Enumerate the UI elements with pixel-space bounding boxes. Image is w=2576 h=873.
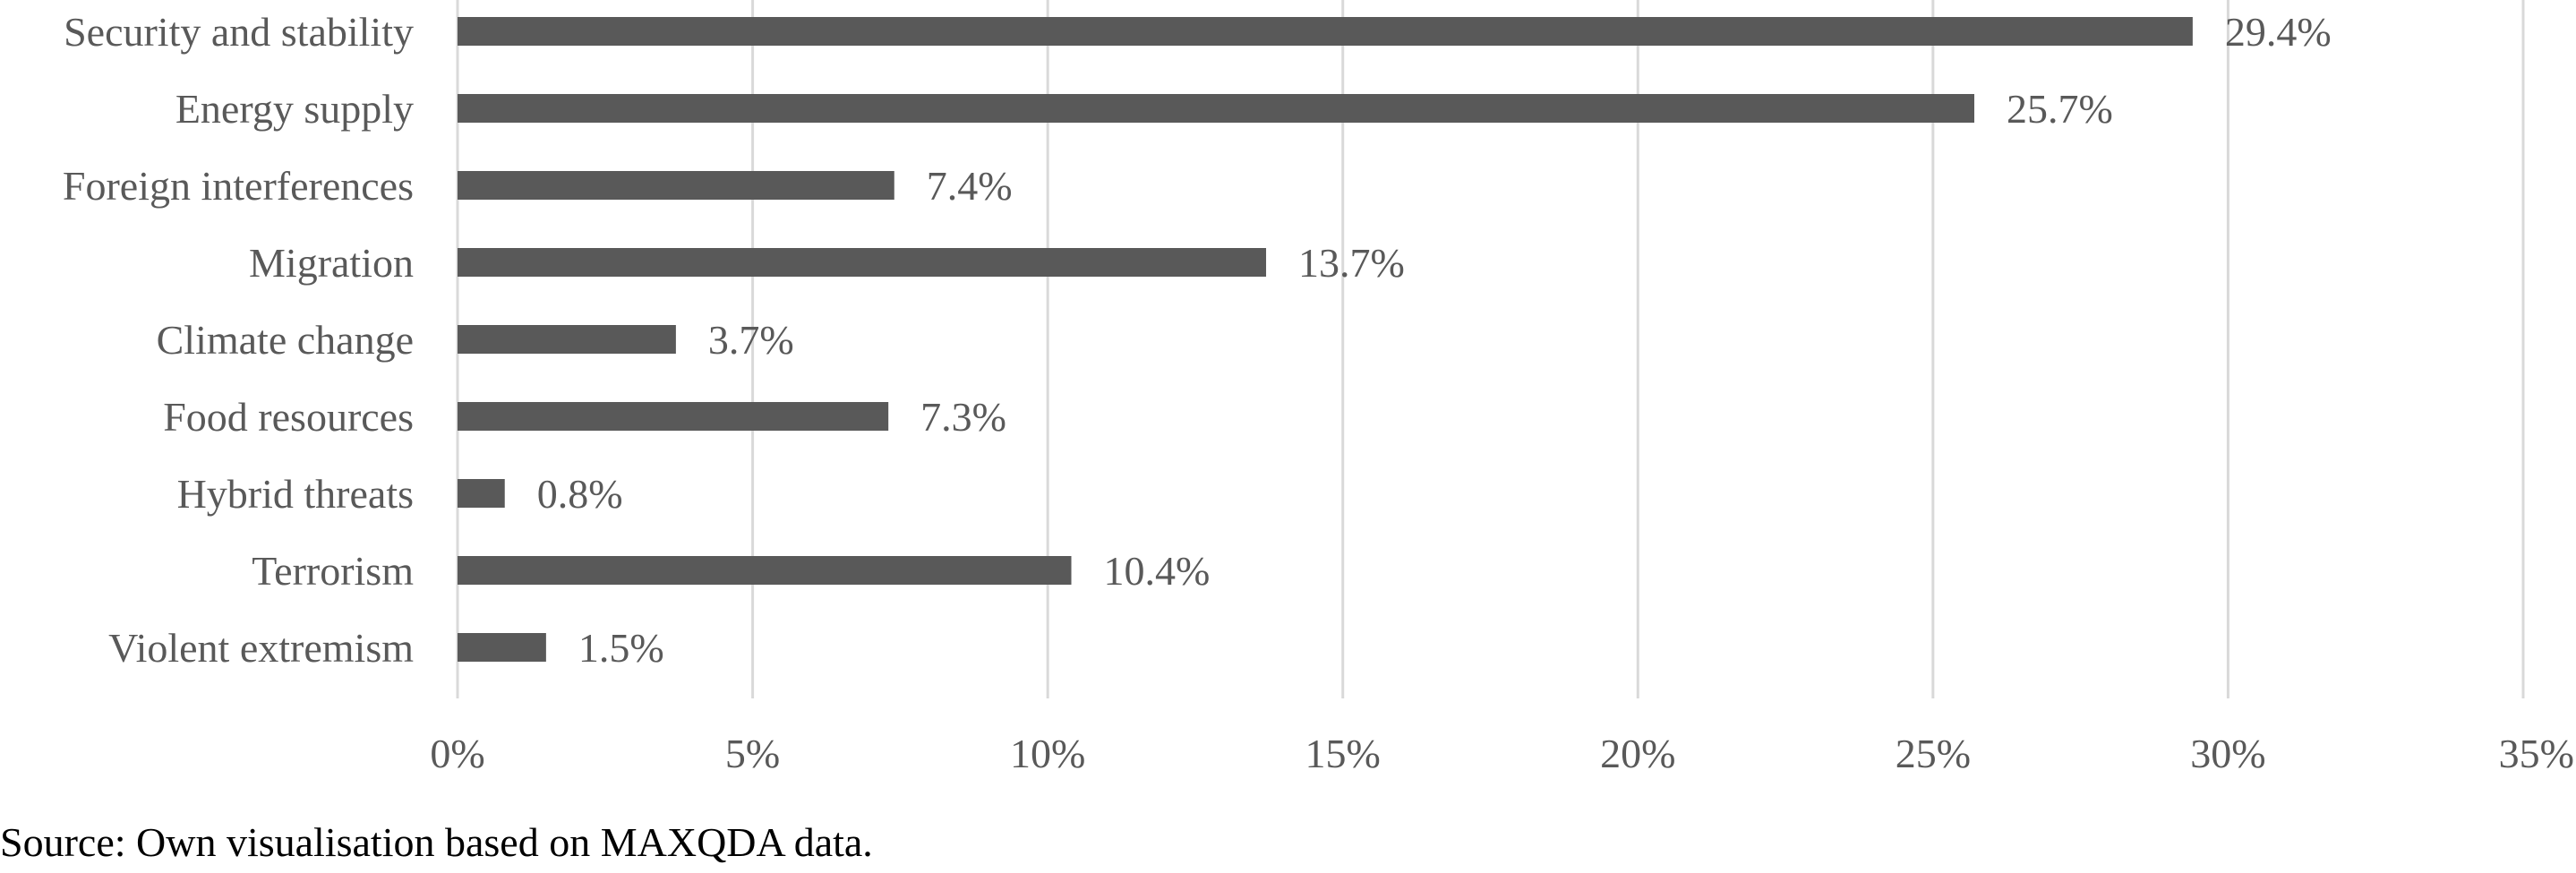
category-label: Foreign interferences bbox=[63, 163, 414, 209]
bar bbox=[458, 17, 2193, 46]
data-label: 7.4% bbox=[927, 163, 1013, 209]
data-label: 13.7% bbox=[1298, 240, 1405, 286]
x-tick-label: 0% bbox=[430, 731, 484, 776]
data-label: 1.5% bbox=[578, 625, 664, 671]
data-label: 10.4% bbox=[1104, 548, 1211, 594]
bars bbox=[458, 17, 2193, 662]
category-label: Food resources bbox=[163, 394, 414, 440]
bar bbox=[458, 479, 505, 508]
data-label: 25.7% bbox=[2007, 86, 2113, 132]
x-tick-label: 25% bbox=[1896, 731, 1971, 776]
x-tick-label: 35% bbox=[2499, 731, 2574, 776]
bar bbox=[458, 248, 1267, 277]
category-label: Hybrid threats bbox=[177, 471, 414, 517]
data-label: 7.3% bbox=[920, 394, 1006, 440]
data-label: 29.4% bbox=[2225, 9, 2332, 55]
category-label: Energy supply bbox=[175, 86, 414, 132]
x-tick-label: 10% bbox=[1010, 731, 1085, 776]
category-label: Migration bbox=[249, 240, 414, 286]
bar bbox=[458, 325, 676, 354]
bar bbox=[458, 171, 894, 200]
category-label: Terrorism bbox=[252, 548, 414, 594]
category-labels: Security and stability Energy supply Forei… bbox=[63, 9, 414, 671]
data-labels: 29.4% 25.7% 7.4% 13.7% 3.7% 7.3% 0.8% 10.4% 1.5% bbox=[537, 9, 2332, 671]
x-tick-label: 15% bbox=[1305, 731, 1381, 776]
data-label: 3.7% bbox=[708, 317, 794, 363]
bar bbox=[458, 633, 546, 662]
source-note: Source: Own visualisation based on MAXQD… bbox=[0, 819, 873, 865]
category-label: Violent extremism bbox=[108, 625, 414, 671]
bar bbox=[458, 402, 889, 431]
x-axis-tick-labels: 0% 5% 10% 15% 20% 25% 30% 35% bbox=[430, 731, 2574, 776]
x-tick-label: 5% bbox=[725, 731, 780, 776]
category-label: Security and stability bbox=[64, 9, 414, 55]
bar bbox=[458, 556, 1072, 585]
x-tick-label: 30% bbox=[2190, 731, 2265, 776]
x-tick-label: 20% bbox=[1600, 731, 1675, 776]
bar bbox=[458, 94, 1974, 123]
category-label: Climate change bbox=[157, 317, 414, 363]
data-label: 0.8% bbox=[537, 471, 623, 517]
